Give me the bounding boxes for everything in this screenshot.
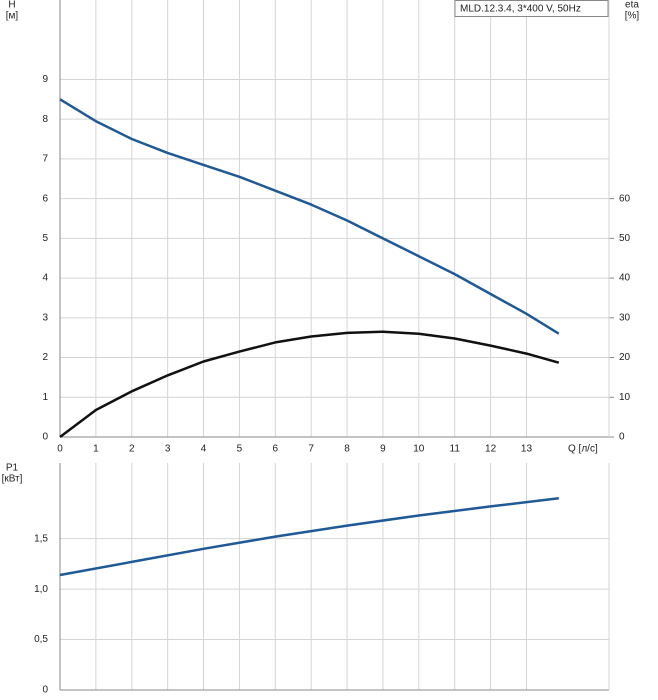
y2-tick-label: 40 (619, 273, 631, 284)
y2-tick-label: 0 (619, 432, 625, 443)
y-axis-label: H (8, 0, 15, 11)
y2-axis-unit: [%] (625, 11, 640, 22)
y-tick-label: 2 (42, 352, 48, 363)
y2-tick-label: 10 (619, 392, 631, 403)
curve (59, 330, 560, 438)
y2-axis-label: eta (625, 0, 639, 11)
y-tick-label: 1 (42, 392, 48, 403)
x-tick-label: 1 (93, 444, 99, 455)
x-tick-label: 12 (485, 444, 497, 455)
y-tick-label: 9 (42, 74, 48, 85)
x-tick-label: 10 (413, 444, 425, 455)
curve (59, 497, 559, 577)
x-tick-label: 0 (57, 444, 63, 455)
y-tick-label: 0 (42, 685, 48, 696)
y-tick-label: 8 (42, 114, 48, 125)
x-tick-label: 7 (308, 444, 314, 455)
y2-tick-label: 50 (619, 233, 631, 244)
x-axis-label: Q [л/с] (568, 444, 598, 455)
y2-tick-label: 30 (619, 312, 631, 323)
x-tick-label: 11 (450, 444, 461, 455)
legend-label: MLD.12.3.4, 3*400 V, 50Hz (460, 4, 581, 15)
x-tick-label: 2 (129, 444, 135, 455)
y-tick-label: 7 (42, 154, 48, 165)
y-tick-label: 5 (42, 233, 48, 244)
y-axis-unit: [кВт] (2, 474, 23, 485)
y-tick-label: 4 (42, 273, 48, 284)
y2-tick-label: 60 (619, 193, 631, 204)
curve (59, 98, 560, 335)
x-tick-label: 5 (237, 444, 243, 455)
x-tick-label: 6 (273, 444, 279, 455)
y-tick-label: 3 (42, 312, 48, 323)
y-axis-unit: [м] (6, 11, 19, 22)
y-tick-label: 0,5 (34, 634, 48, 645)
y-tick-label: 1,5 (34, 533, 48, 544)
x-tick-label: 13 (521, 444, 533, 455)
y2-tick-label: 20 (619, 352, 631, 363)
legend-box (454, 0, 609, 17)
x-tick-label: 4 (201, 444, 207, 455)
y-tick-label: 1,0 (34, 584, 48, 595)
x-tick-label: 9 (380, 444, 386, 455)
x-tick-label: 8 (344, 444, 350, 455)
y-tick-label: 6 (42, 193, 48, 204)
y-tick-label: 0 (42, 432, 48, 443)
x-tick-label: 3 (165, 444, 171, 455)
y-axis-label: P1 (6, 463, 19, 474)
